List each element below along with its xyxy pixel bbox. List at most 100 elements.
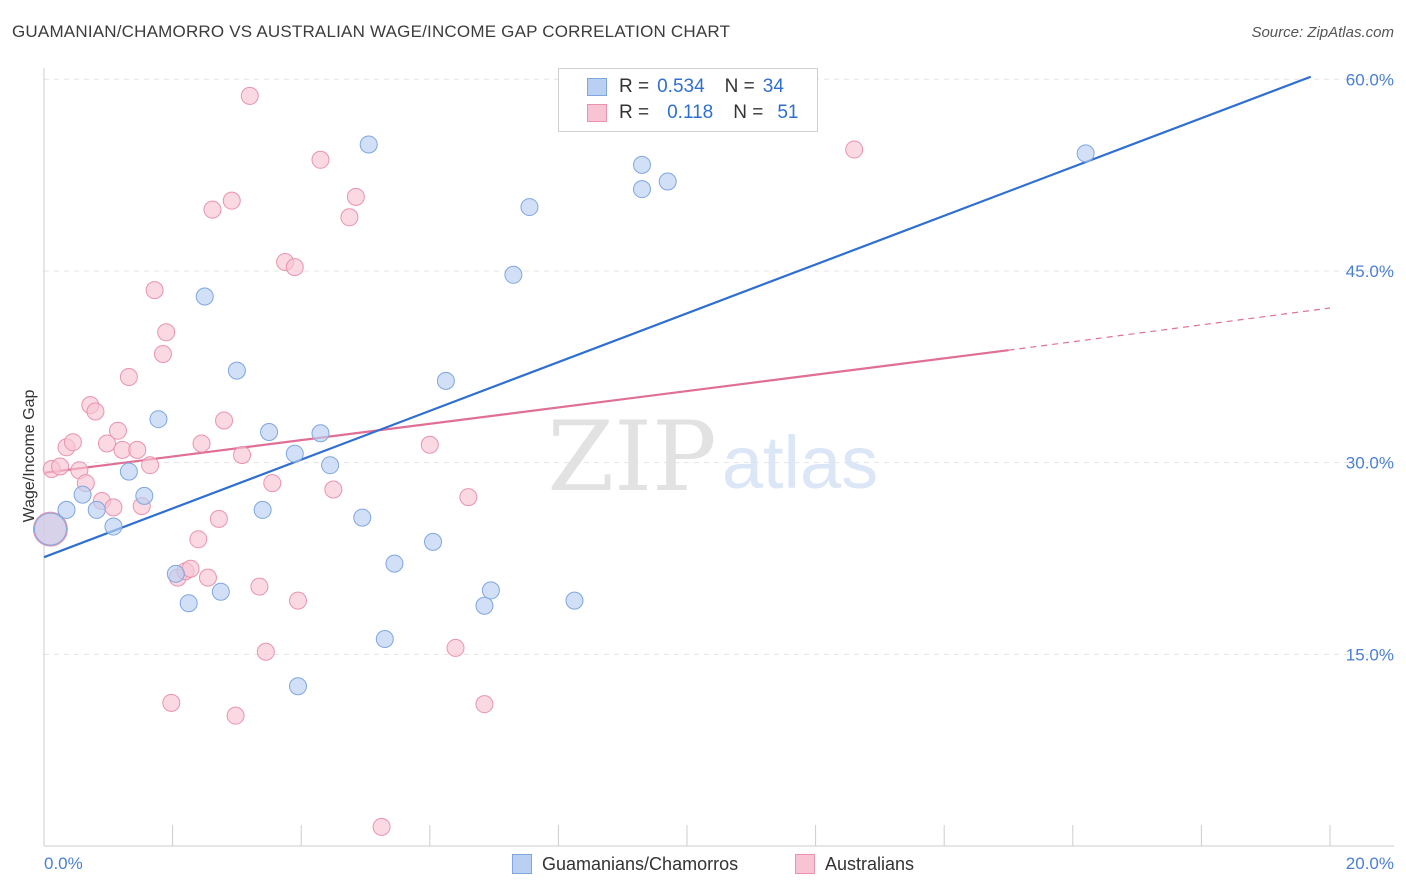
guamanians-point: [149, 410, 168, 429]
australians-point: [288, 591, 307, 610]
australians-point: [141, 456, 160, 475]
watermark-zip: ZIP: [547, 401, 716, 513]
legend-r-label: R =: [619, 102, 650, 123]
guamanians-point: [353, 508, 372, 527]
australians-trend-extension: [1008, 307, 1331, 351]
australians-point: [324, 480, 343, 499]
australians-point: [250, 577, 269, 596]
legend-swatch-pink: [587, 104, 607, 122]
bottom-legend-swatch-blue: [512, 854, 532, 874]
australians-point: [215, 411, 234, 430]
australians-point: [240, 86, 259, 105]
watermark-atlas: atlas: [722, 421, 878, 504]
australians-point: [108, 421, 127, 440]
guamanians-point: [504, 265, 523, 284]
guamanians-point: [311, 424, 330, 443]
guamanians-point: [520, 198, 539, 217]
bottom-legend-label: Australians: [825, 853, 915, 874]
chart-title: GUAMANIAN/CHAMORRO VS AUSTRALIAN WAGE/IN…: [12, 22, 731, 41]
source-credit: Source: ZipAtlas.com: [1251, 24, 1394, 41]
guamanians-point: [565, 591, 584, 610]
legend-n-value: 34: [762, 76, 784, 97]
guamanians-point: [658, 172, 677, 191]
guamanians-points: [33, 135, 1095, 696]
guamanians-point: [119, 462, 138, 481]
legend-n-value: 51: [777, 102, 799, 123]
guamanians-point: [481, 581, 500, 600]
tick-labels: 15.0% 30.0% 45.0% 60.0% 0.0% 20.0%: [44, 70, 1394, 873]
guamanians-point: [632, 180, 651, 199]
australians-point: [346, 187, 365, 206]
australians-point: [189, 530, 208, 549]
bottom-legend-swatch-pink: [795, 854, 815, 874]
guamanians-point: [632, 155, 651, 174]
legend-r-value: 0.534: [657, 76, 705, 97]
y-tick-label: 30.0%: [1346, 454, 1394, 473]
guamanians-point: [227, 361, 246, 380]
australians-point: [233, 445, 252, 464]
australians-point: [372, 817, 391, 836]
guamanians-point: [135, 486, 154, 505]
guamanians-point: [436, 371, 455, 390]
australians-point: [256, 642, 275, 661]
gridlines: [44, 78, 1394, 655]
australians-point: [128, 440, 147, 459]
australians-point: [98, 434, 117, 453]
bottom-legend-australians: Australians: [795, 852, 914, 876]
australians-point: [226, 706, 245, 725]
guamanians-point: [253, 500, 272, 519]
guamanians-point: [1076, 144, 1095, 163]
legend-r-label: R =: [619, 76, 650, 97]
legend-r-value: 0.118: [667, 102, 714, 123]
guamanians-point: [73, 485, 92, 504]
australians-point: [198, 568, 217, 587]
watermark: ZIP atlas: [547, 401, 878, 513]
x-tick-label: 20.0%: [1346, 854, 1394, 873]
australians-point: [86, 402, 105, 421]
guamanians-point: [285, 444, 304, 463]
australians-point: [104, 498, 123, 517]
australians-trend-line: [43, 349, 1009, 474]
australians-point: [153, 345, 172, 364]
guamanians-point: [179, 594, 198, 613]
legend-row-australians: R = 0.118 N = 51: [619, 100, 799, 126]
trend-lines: [43, 75, 1331, 559]
y-tick-label: 60.0%: [1346, 70, 1394, 89]
australians-point: [51, 457, 70, 476]
stats-legend: R = 0.534 N = 34 R = 0.118 N = 51: [558, 68, 818, 132]
guamanians-point: [475, 596, 494, 615]
australians-point: [222, 191, 241, 210]
legend-row-guamanians: R = 0.534 N = 34: [619, 74, 784, 100]
bottom-legend-guamanians: Guamanians/Chamorros: [512, 852, 738, 876]
guamanians-point: [385, 554, 404, 573]
australians-point: [119, 368, 138, 387]
guamanians-point: [33, 512, 67, 546]
legend-n-label: N =: [733, 102, 764, 123]
australians-point: [340, 208, 359, 227]
australians-point: [63, 433, 82, 452]
guamanians-point: [359, 135, 378, 154]
australians-point: [420, 435, 439, 454]
australians-point: [285, 258, 304, 277]
guamanians-point: [166, 564, 185, 583]
australians-point: [311, 150, 330, 169]
australians-point: [145, 281, 164, 300]
australians-point: [209, 509, 228, 528]
guamanians-point: [87, 500, 106, 519]
legend-n-label: N =: [724, 76, 755, 97]
guamanians-trend-line: [43, 75, 1312, 559]
australians-point: [446, 638, 465, 657]
guamanians-point: [57, 500, 76, 519]
guamanians-point: [375, 629, 394, 648]
guamanians-point: [195, 287, 214, 306]
x-tick-label: 0.0%: [44, 854, 83, 873]
legend-swatch-blue: [587, 78, 607, 96]
australians-point: [845, 140, 864, 159]
y-tick-label: 45.0%: [1346, 262, 1394, 281]
guamanians-point: [424, 532, 443, 551]
guamanians-point: [211, 582, 230, 601]
y-tick-label: 15.0%: [1346, 645, 1394, 664]
bottom-legend-label: Guamanians/Chamorros: [542, 853, 739, 874]
guamanians-point: [321, 456, 340, 475]
